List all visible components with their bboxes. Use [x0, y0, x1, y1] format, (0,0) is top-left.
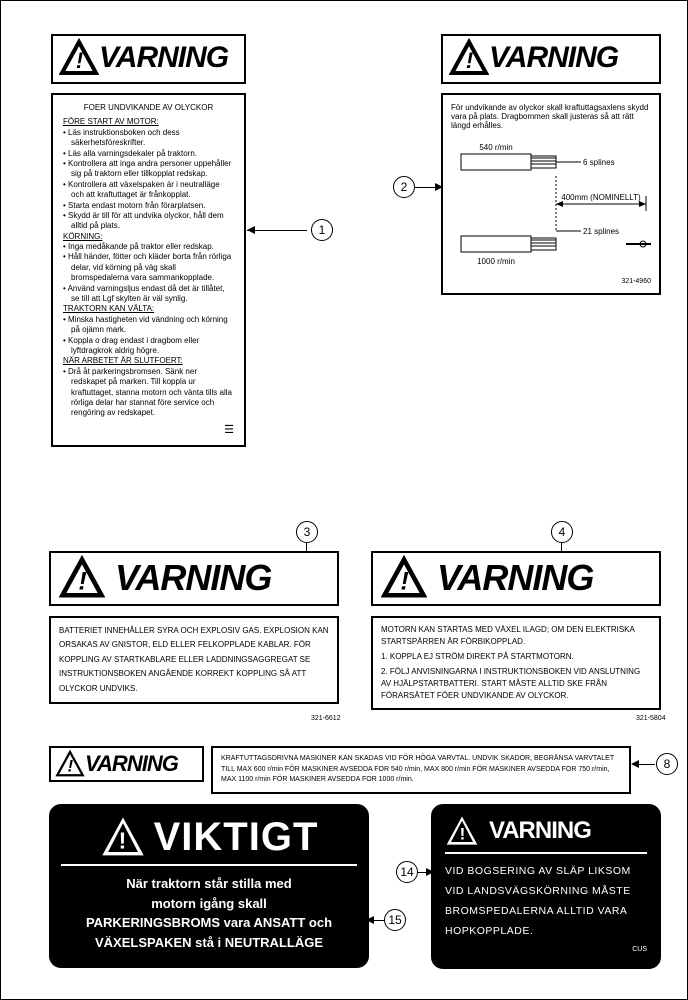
- nominal-dim: 400mm (NOMINELLT): [561, 193, 641, 202]
- rpm-1000: 1000 r/min: [477, 257, 515, 266]
- warning-triangle-icon: !: [381, 555, 427, 601]
- label8-text: KRAFTUTTAGSDRIVNA MASKINER KAN SKADAS VI…: [221, 754, 621, 786]
- label1-sec2-list: Inga medåkande på traktor eller redskap.…: [63, 242, 234, 304]
- label1-sec4-title: NÄR ARBETET ÄR SLUTFOERT:: [63, 356, 234, 366]
- label1-sec3-title: TRAKTORN KAN VÄLTA:: [63, 304, 234, 314]
- svg-text:!: !: [76, 48, 83, 73]
- callout-1: 1: [311, 219, 333, 241]
- label1-item: Minska hastigheten vid vändning och körn…: [63, 315, 234, 336]
- svg-text:!: !: [466, 48, 473, 73]
- label3-code: 321-6612: [311, 715, 341, 722]
- label4-l1: MOTORN KAN STARTAS MED VÄXEL ILAGD; OM D…: [381, 624, 651, 648]
- label1-item: Kontrollera att inga andra personer uppe…: [63, 159, 234, 180]
- label14-text: VID BOGSERING AV SLÄP LIKSOM VID LANDSVÄ…: [445, 862, 647, 942]
- label-1-header: ! VARNING: [51, 34, 246, 84]
- callout-2: 2: [393, 176, 415, 198]
- label1-item: Läs alla varningsdekaler på traktorn.: [63, 149, 234, 159]
- warning-triangle-icon: !: [59, 38, 99, 78]
- label1-item: Drå åt parkeringsbromsen. Sänk ner redsk…: [63, 367, 234, 419]
- label1-item: Skydd är till för att undvika olyckor, h…: [63, 211, 234, 232]
- warning-triangle-icon: !: [449, 38, 489, 78]
- label1-sec1-title: FÖRE START AV MOTOR:: [63, 117, 234, 127]
- warning-text: VARNING: [489, 817, 591, 845]
- label1-item: Inga medåkande på traktor eller redskap.: [63, 242, 234, 252]
- rpm-540: 540 r/min: [479, 143, 512, 152]
- svg-text:!: !: [78, 568, 86, 596]
- warning-text: VARNING: [437, 557, 593, 599]
- label15-l3: PARKERINGSBROMS vara ANSATT och: [61, 913, 357, 933]
- label-1-body: FOER UNDVIKANDE AV OLYCKOR FÖRE START AV…: [51, 93, 246, 447]
- label-8-body: KRAFTUTTAGSDRIVNA MASKINER KAN SKADAS VI…: [211, 746, 631, 794]
- label1-item: Koppla o drag endast i dragbom eller lyf…: [63, 336, 234, 357]
- important-text: VIKTIGT: [154, 815, 319, 860]
- callout-3: 3: [296, 521, 318, 543]
- label1-intro: FOER UNDVIKANDE AV OLYCKOR: [63, 103, 234, 113]
- label-3-header: ! VARNING: [49, 551, 339, 606]
- label-8-header: ! VARNING: [49, 746, 204, 782]
- warning-triangle-icon: !: [55, 749, 85, 779]
- label-14: ! VARNING VID BOGSERING AV SLÄP LIKSOM V…: [431, 804, 661, 969]
- label4-l3: 2. FÖLJ ANVISNINGARNA I INSTRUKTIONSBOKE…: [381, 666, 651, 702]
- callout-8: 8: [656, 753, 678, 775]
- label1-item: Läs instruktionsboken och dess säkerhets…: [63, 128, 234, 149]
- label4-code: 321-5804: [636, 715, 666, 722]
- label1-sec2-title: KÖRNING:: [63, 232, 234, 242]
- callout-14: 14: [396, 861, 418, 883]
- label1-sec3-list: Minska hastigheten vid vändning och körn…: [63, 315, 234, 357]
- svg-text:!: !: [460, 825, 465, 844]
- warning-text: VARNING: [115, 557, 271, 599]
- warning-text: VARNING: [99, 41, 228, 75]
- label-4-body: MOTORN KAN STARTAS MED VÄXEL ILAGD; OM D…: [371, 616, 661, 710]
- label1-sec1-list: Läs instruktionsboken och dess säkerhets…: [63, 128, 234, 232]
- svg-text:!: !: [118, 828, 127, 854]
- label3-text: BATTERIET INNEHÅLLER SYRA OCH EXPLOSIV G…: [59, 624, 329, 696]
- label15-l4: VÄXELSPAKEN stå i NEUTRALLÄGE: [61, 933, 357, 953]
- label2-intro: För undvikande av olyckor skall kraftutt…: [451, 103, 651, 130]
- label1-item: Håll händer, fötter och kläder borta frå…: [63, 252, 234, 283]
- label2-code: 321-4960: [451, 278, 651, 285]
- callout-15: 15: [384, 909, 406, 931]
- label1-item: Kontrollera att växelspaken är i neutral…: [63, 180, 234, 201]
- label15-l2: motorn igång skall: [61, 894, 357, 914]
- label14-code: CUS: [445, 946, 647, 953]
- label-4-header: ! VARNING: [371, 551, 661, 606]
- warning-text: VARNING: [489, 41, 618, 75]
- label-2-header: ! VARNING: [441, 34, 661, 84]
- warning-triangle-solid-icon: !: [445, 814, 479, 848]
- label-15: ! VIKTIGT När traktorn står stilla med m…: [49, 804, 369, 968]
- svg-text:!: !: [400, 568, 408, 596]
- pto-shaft-diagram: 540 r/min 6 splines 400mm (NOMINELLT) 10…: [451, 136, 651, 276]
- splines-6: 6 splines: [583, 158, 615, 167]
- svg-text:!: !: [68, 758, 74, 776]
- label-3-body: BATTERIET INNEHÅLLER SYRA OCH EXPLOSIV G…: [49, 616, 339, 704]
- warning-triangle-solid-icon: !: [100, 814, 146, 860]
- label-2-body: För undvikande av olyckor skall kraftutt…: [441, 93, 661, 295]
- label1-sec4-list: Drå åt parkeringsbromsen. Sänk ner redsk…: [63, 367, 234, 419]
- warning-triangle-icon: !: [59, 555, 105, 601]
- warning-text: VARNING: [85, 751, 178, 777]
- label1-item: Starta endast motorn från förarplatsen.: [63, 201, 234, 211]
- splines-21: 21 splines: [583, 227, 619, 236]
- label4-l2: 1. KOPPLA EJ STRÖM DIREKT PÅ STARTMOTORN…: [381, 651, 651, 663]
- label15-l1: När traktorn står stilla med: [61, 874, 357, 894]
- label1-item: Använd varningsljus endast då det är til…: [63, 284, 234, 305]
- callout-4: 4: [551, 521, 573, 543]
